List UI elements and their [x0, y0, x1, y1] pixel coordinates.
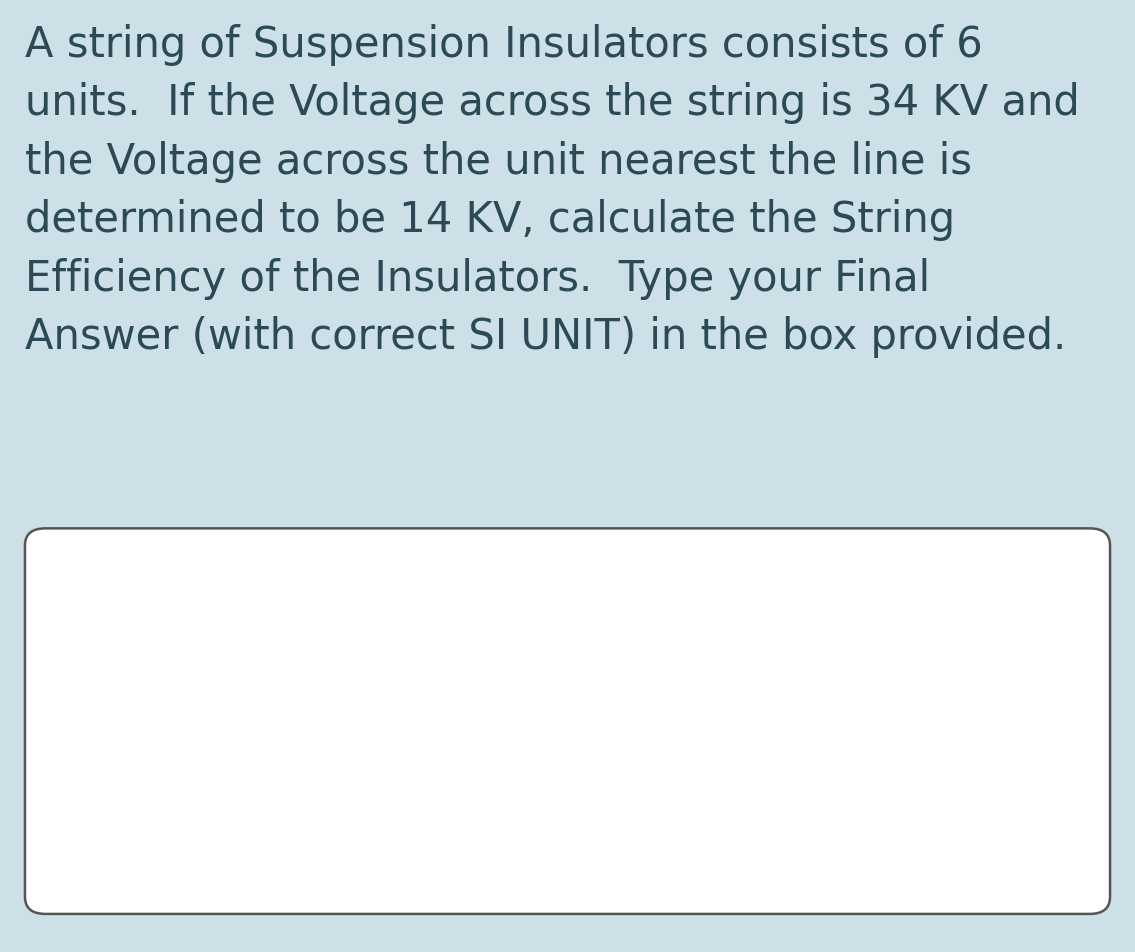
- Text: A string of Suspension Insulators consists of 6
units.  If the Voltage across th: A string of Suspension Insulators consis…: [25, 24, 1079, 358]
- FancyBboxPatch shape: [25, 528, 1110, 914]
